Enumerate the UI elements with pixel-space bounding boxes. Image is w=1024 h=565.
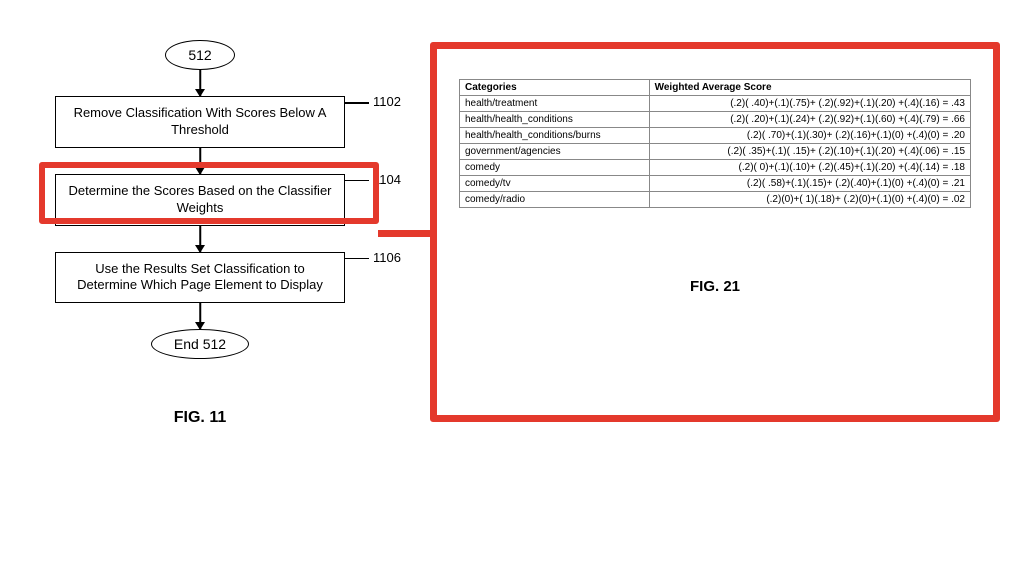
ref-1: 1102 [373, 94, 401, 109]
cell-score: (.2)( .58)+(.1)(.15)+ (.2)(.40)+(.1)(0) … [649, 176, 970, 192]
connector-bar [378, 230, 434, 237]
table-body: health/treatment (.2)( .40)+(.1)(.75)+ (… [460, 96, 971, 208]
col-categories: Categories [460, 80, 650, 96]
ref-2: 1104 [373, 172, 401, 187]
table-row: health/health_conditions/burns (.2)( .70… [460, 128, 971, 144]
table-header-row: Categories Weighted Average Score [460, 80, 971, 96]
step-2-wrap: Determine the Scores Based on the Classi… [55, 174, 345, 226]
flowchart-column: 512 Remove Classification With Scores Be… [0, 40, 400, 359]
end-node: End 512 [151, 329, 249, 359]
cell-cat: health/health_conditions [460, 112, 650, 128]
ref-3: 1106 [373, 250, 401, 265]
flowchart-panel: 512 Remove Classification With Scores Be… [0, 0, 400, 565]
cell-score: (.2)( 0)+(.1)(.10)+ (.2)(.45)+(.1)(.20) … [649, 160, 970, 176]
table-row: comedy (.2)( 0)+(.1)(.10)+ (.2)(.45)+(.1… [460, 160, 971, 176]
ref-line-1 [345, 102, 369, 104]
cell-cat: comedy/radio [460, 192, 650, 208]
cell-score: (.2)( .20)+(.1)(.24)+ (.2)(.92)+(.1)(.60… [649, 112, 970, 128]
step-1-wrap: Remove Classification With Scores Below … [55, 96, 345, 148]
table-row: comedy/tv (.2)( .58)+(.1)(.15)+ (.2)(.40… [460, 176, 971, 192]
cell-score: (.2)( .70)+(.1)(.30)+ (.2)(.16)+(.1)(0) … [649, 128, 970, 144]
col-score: Weighted Average Score [649, 80, 970, 96]
end-label: End 512 [174, 336, 226, 352]
table-row: comedy/radio (.2)(0)+( 1)(.18)+ (.2)(0)+… [460, 192, 971, 208]
fig-21-caption: FIG. 21 [459, 278, 971, 295]
table-row: health/health_conditions (.2)( .20)+(.1)… [460, 112, 971, 128]
step-3-box: Use the Results Set Classification to De… [55, 252, 345, 304]
cell-score: (.2)( .40)+(.1)(.75)+ (.2)(.92)+(.1)(.20… [649, 96, 970, 112]
cell-cat: comedy/tv [460, 176, 650, 192]
fig-11-caption: FIG. 11 [0, 409, 400, 427]
step-2-box: Determine the Scores Based on the Classi… [55, 174, 345, 226]
start-label: 512 [188, 47, 211, 63]
start-node: 512 [165, 40, 234, 70]
cell-score: (.2)( .35)+(.1)( .15)+ (.2)(.10)+(.1)(.2… [649, 144, 970, 160]
cell-score: (.2)(0)+( 1)(.18)+ (.2)(0)+(.1)(0) +(.4)… [649, 192, 970, 208]
table-row: health/treatment (.2)( .40)+(.1)(.75)+ (… [460, 96, 971, 112]
step-1-box: Remove Classification With Scores Below … [55, 96, 345, 148]
cell-cat: health/health_conditions/burns [460, 128, 650, 144]
weighted-score-table: Categories Weighted Average Score health… [459, 79, 971, 208]
cell-cat: health/treatment [460, 96, 650, 112]
table-panel: Categories Weighted Average Score health… [430, 42, 1000, 422]
figure-container: 512 Remove Classification With Scores Be… [0, 0, 1024, 565]
step-3-wrap: Use the Results Set Classification to De… [55, 252, 345, 304]
ref-line-2 [345, 180, 369, 182]
ref-line-3 [345, 258, 369, 260]
cell-cat: comedy [460, 160, 650, 176]
cell-cat: government/agencies [460, 144, 650, 160]
table-row: government/agencies (.2)( .35)+(.1)( .15… [460, 144, 971, 160]
